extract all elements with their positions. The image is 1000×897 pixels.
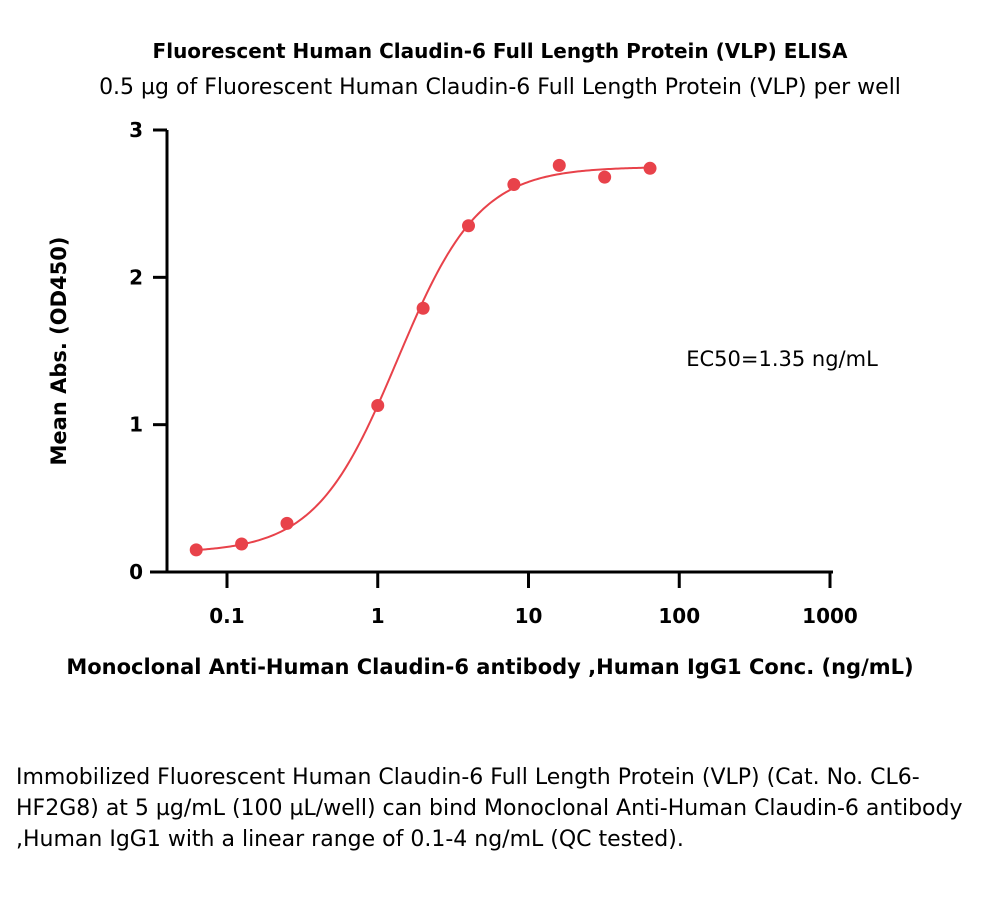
x-tick-label: 100 — [658, 604, 700, 628]
x-tick-label: 10 — [515, 604, 543, 628]
x-axis-title: Monoclonal Anti-Human Claudin-6 antibody… — [66, 655, 913, 679]
chart-title: Fluorescent Human Claudin-6 Full Length … — [153, 39, 848, 63]
y-tick-label: 0 — [129, 560, 143, 584]
x-tick-label: 1 — [371, 604, 385, 628]
fit-curve — [196, 166, 651, 552]
data-point — [235, 537, 249, 551]
data-point — [643, 161, 657, 175]
data-points — [189, 158, 657, 557]
data-point — [189, 543, 203, 557]
axes — [150, 130, 833, 574]
data-point — [552, 158, 566, 172]
y-tick-label: 2 — [129, 265, 143, 289]
y-axis-title: Mean Abs. (OD450) — [47, 237, 71, 466]
elisa-chart: Fluorescent Human Claudin-6 Full Length … — [47, 39, 914, 679]
x-ticks: 0.1 1 10 100 1000 — [209, 572, 858, 628]
data-point — [371, 399, 385, 413]
y-tick-label: 1 — [129, 413, 143, 437]
x-tick-label: 1000 — [802, 604, 858, 628]
chart-subtitle: 0.5 µg of Fluorescent Human Claudin-6 Fu… — [99, 75, 901, 100]
ec50-annotation: EC50=1.35 ng/mL — [686, 347, 878, 371]
figure-caption: Immobilized Fluorescent Human Claudin-6 … — [16, 765, 963, 852]
y-tick-label: 3 — [129, 118, 143, 142]
data-point — [507, 178, 521, 192]
data-point — [598, 170, 612, 184]
y-ticks: 0 1 2 3 — [129, 118, 167, 584]
data-point — [416, 301, 430, 315]
data-point — [280, 516, 294, 530]
data-point — [462, 219, 476, 233]
x-tick-label: 0.1 — [209, 604, 244, 628]
